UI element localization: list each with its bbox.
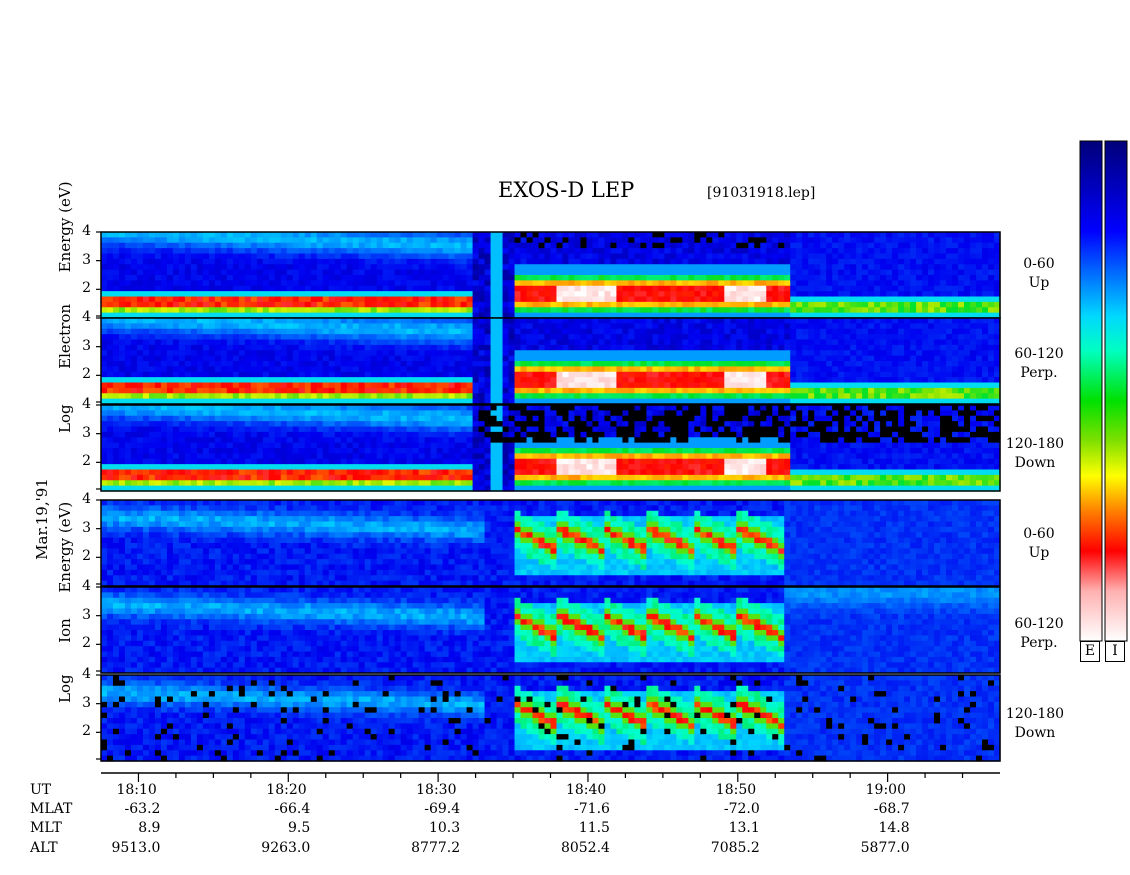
orbit-row-mlt-label: MLT <box>30 820 62 836</box>
y-tick-label: 3 <box>82 694 91 711</box>
x-tick-label: 18:40 <box>565 782 607 798</box>
orbit-value-alt: 8052.4 <box>560 840 610 856</box>
orbit-value-mlt: 14.8 <box>878 820 910 836</box>
panel-label-e-perp-l1: 60-120 <box>1014 346 1064 362</box>
electron-ylabel-w4: (eV) <box>56 181 74 213</box>
panel-border <box>100 317 1001 405</box>
spectrogram-panel <box>100 317 1001 405</box>
y-tick-label: 2 <box>82 366 91 383</box>
x-tick-label: 18:10 <box>116 782 157 798</box>
electron-ylabel: Log Electron Energy (eV) <box>56 181 74 433</box>
y-tick-label: 2 <box>82 548 91 565</box>
orbit-value-mlt: 11.5 <box>578 820 610 836</box>
y-tick-label: 3 <box>82 606 91 623</box>
orbit-value-mlat: -69.4 <box>424 801 461 817</box>
orbit-value-mlt: 8.9 <box>138 820 161 836</box>
orbit-value-alt: 8777.2 <box>411 840 461 856</box>
x-tick-label: 18:50 <box>715 782 757 798</box>
panel-label-i-up-l2: Up <box>1028 545 1050 561</box>
electron-ylabel-w3: Energy <box>56 217 74 273</box>
orbit-value-mlat: -68.7 <box>873 801 910 817</box>
panel-label-i-up-l1: 0-60 <box>1023 526 1055 542</box>
spectrogram-panel <box>100 586 1001 674</box>
orbit-value-alt: 9263.0 <box>261 840 311 856</box>
y-tick-label: 2 <box>82 723 91 740</box>
spectrogram-panel <box>100 231 1001 319</box>
panel-border <box>100 586 1001 674</box>
spectrogram-panel <box>100 674 1001 762</box>
panel-label-i-down: 120-180 Down <box>1000 705 1070 743</box>
y-tick-label: 2 <box>82 280 91 297</box>
y-tick-label: 4 <box>82 491 91 507</box>
panel-label-e-perp: 60-120 Perp. <box>1004 345 1074 383</box>
x-tick-label: 18:30 <box>416 782 457 798</box>
y-tick-label: 4 <box>82 223 91 239</box>
panel-label-i-perp: 60-120 Perp. <box>1004 615 1074 653</box>
spectrogram-panel <box>100 499 1001 587</box>
ion-ylabel-w1: Log <box>56 674 74 703</box>
y-tick-label: 3 <box>82 519 91 536</box>
panel-border <box>100 674 1001 762</box>
orbit-value-mlt: 10.3 <box>428 820 461 836</box>
orbit-value-mlt: 13.1 <box>728 820 760 836</box>
y-tick-label: 4 <box>82 578 91 594</box>
orbit-value-alt: 9513.0 <box>111 840 161 856</box>
y-tick-label: 4 <box>82 666 91 682</box>
panel-label-e-down-l2: Down <box>1014 455 1056 471</box>
panel-label-e-perp-l2: Perp. <box>1020 365 1058 381</box>
ion-ylabel-w3: Energy <box>56 537 74 593</box>
y-tick-label: 3 <box>82 424 91 441</box>
colorbar-label-ion: I <box>1105 641 1125 662</box>
panel-label-i-down-l1: 120-180 <box>1005 706 1065 722</box>
orbit-row-mlat-label: MLAT <box>30 801 73 817</box>
colorbar-ion <box>1104 140 1128 642</box>
panel-label-e-up: 0-60 Up <box>1004 255 1074 293</box>
electron-ylabel-w2: Electron <box>56 303 74 369</box>
panel-label-e-down: 120-180 Down <box>1000 435 1070 473</box>
ion-ylabel-w2: Ion <box>56 618 74 643</box>
date-label: Mar.19,'91 <box>33 478 51 560</box>
orbit-value-alt: 7085.2 <box>710 840 760 856</box>
chart-title: EXOS-D LEP <box>498 178 635 202</box>
panel-label-e-up-l1: 0-60 <box>1023 256 1055 272</box>
panel-label-i-up: 0-60 Up <box>1004 525 1074 563</box>
spectrogram-panel <box>100 404 1001 492</box>
orbit-row-ut-label: UT <box>30 782 52 798</box>
panel-label-i-perp-l2: Perp. <box>1020 635 1058 651</box>
electron-ylabel-w1: Log <box>56 404 74 433</box>
x-tick-label: 19:00 <box>865 782 906 798</box>
orbit-value-mlat: -72.0 <box>723 801 760 817</box>
orbit-value-mlt: 9.5 <box>288 820 311 836</box>
panel-label-e-up-l2: Up <box>1028 275 1050 291</box>
orbit-value-alt: 5877.0 <box>860 840 910 856</box>
x-tick-label: 18:20 <box>266 782 307 798</box>
y-tick-label: 2 <box>82 635 91 652</box>
y-tick-label: 3 <box>82 337 91 354</box>
ion-ylabel: Log Ion Energy (eV) <box>56 502 74 703</box>
panel-border <box>100 404 1001 492</box>
orbit-row-alt-label: ALT <box>30 840 58 856</box>
y-tick-label: 4 <box>82 309 91 325</box>
y-tick-label: 4 <box>82 396 91 412</box>
colorbar-label-electron: E <box>1080 641 1100 662</box>
panel-border <box>100 499 1001 587</box>
y-tick-label: 3 <box>82 251 91 268</box>
panel-label-i-down-l2: Down <box>1014 725 1056 741</box>
orbit-value-mlat: -71.6 <box>574 801 610 817</box>
ion-ylabel-w4: (eV) <box>56 501 74 534</box>
orbit-value-mlat: -66.4 <box>274 801 311 817</box>
colorbar-electron <box>1079 140 1103 642</box>
orbit-value-mlat: -63.2 <box>124 801 161 817</box>
panel-label-e-down-l1: 120-180 <box>1005 436 1065 452</box>
panel-label-i-perp-l1: 60-120 <box>1014 616 1064 632</box>
y-tick-label: 2 <box>82 453 91 470</box>
chart-subtitle: [91031918.lep] <box>707 185 816 201</box>
